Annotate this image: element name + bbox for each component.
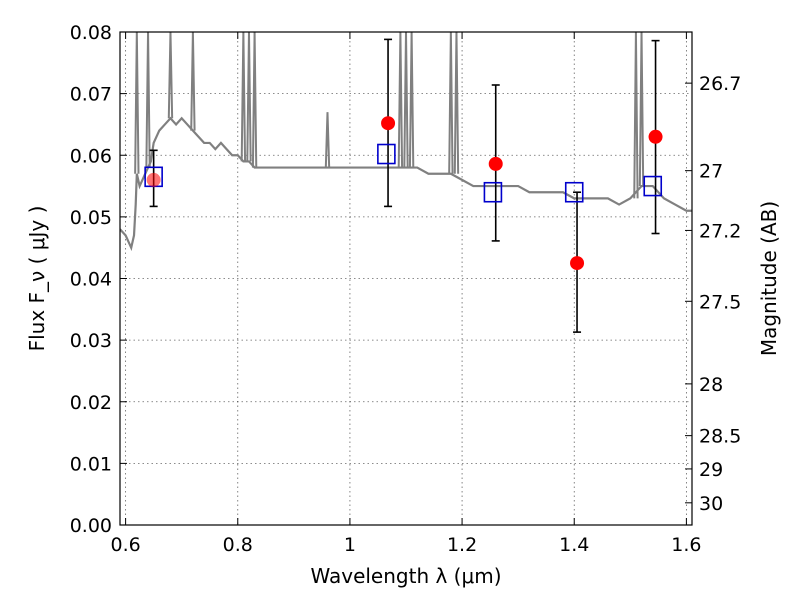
observed-point: [570, 256, 585, 271]
observed-point: [488, 156, 503, 171]
spectrum-spike: [403, 32, 409, 168]
y2-tick-label: 28: [699, 374, 723, 396]
y2-tick-label: 30: [699, 493, 723, 515]
observed-point: [146, 172, 161, 187]
y2-ticks: 26.7 27 27.2 27.5 28 28.5 29 30: [685, 73, 741, 515]
spectrum-spike: [246, 32, 252, 162]
spectrum-spike: [633, 32, 639, 199]
x-tick-label: 0.8: [223, 534, 253, 556]
x-tick-label: 1: [344, 534, 356, 556]
spectrum-spike: [408, 32, 415, 168]
spectrum-line: [120, 116, 692, 252]
y-tick-label: 0.03: [70, 330, 112, 352]
spectrum-spike: [324, 112, 331, 168]
y2-tick-label: 27.5: [699, 291, 741, 313]
spectrum-spike: [190, 32, 196, 131]
spectrum-spike: [453, 32, 460, 174]
y2-tick-label: 29: [699, 459, 723, 481]
spectrum-spike: [145, 32, 151, 168]
y2-axis-label: Magnitude (AB): [757, 201, 781, 356]
x-tick-label: 1.2: [447, 534, 477, 556]
data-points: [144, 116, 663, 271]
model-point: [483, 181, 503, 203]
x-ticks: 0.6 0.8 1 1.2 1.4 1.6: [110, 32, 702, 556]
spectrum-spike: [134, 32, 140, 174]
model-spectrum: [120, 32, 692, 252]
spectrum-spike: [638, 32, 645, 187]
y2-tick-label: 27: [699, 161, 723, 183]
y-tick-label: 0.05: [70, 207, 112, 229]
y-tick-label: 0.01: [70, 453, 112, 475]
y-ticks: 0.00 0.01 0.02 0.03 0.04 0.05 0.06 0.07 0.08: [70, 22, 127, 537]
x-axis-label: Wavelength λ (μm): [310, 564, 501, 588]
model-point: [564, 181, 584, 203]
y-tick-label: 0.08: [70, 22, 112, 44]
x-tick-label: 0.6: [110, 534, 140, 556]
spectrum-spike: [167, 32, 174, 119]
y2-tick-label: 28.5: [699, 426, 741, 448]
y-tick-label: 0.00: [70, 515, 112, 537]
y-tick-label: 0.06: [70, 145, 112, 167]
spectrum-spike: [240, 32, 247, 162]
observed-point: [648, 129, 663, 144]
x-tick-label: 1.6: [671, 534, 701, 556]
y2-tick-label: 26.7: [699, 73, 741, 95]
y-axis-label: Flux F_ν ( μJy ): [25, 206, 49, 352]
x-tick-label: 1.4: [559, 534, 589, 556]
y-tick-label: 0.04: [70, 269, 112, 291]
observed-point: [381, 116, 396, 131]
y-tick-label: 0.02: [70, 392, 112, 414]
model-point: [377, 143, 396, 165]
spectrum-spike: [448, 32, 454, 174]
model-point: [643, 175, 663, 197]
spectrum-spike: [251, 32, 258, 168]
y-tick-label: 0.07: [70, 84, 112, 106]
spectrum-spike: [397, 32, 404, 168]
y2-tick-label: 27.2: [699, 220, 741, 242]
